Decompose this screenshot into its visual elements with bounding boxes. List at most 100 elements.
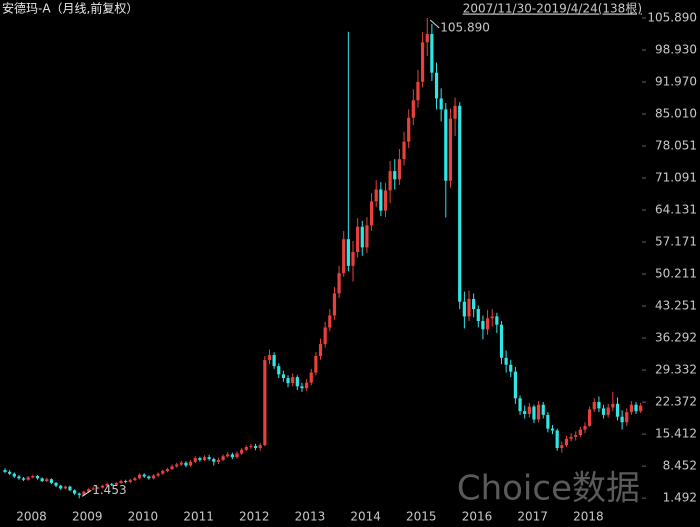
candle-body — [550, 428, 555, 431]
candle-body — [309, 372, 313, 383]
candle-body — [402, 141, 406, 160]
candle-body — [110, 483, 114, 485]
y-tick-label: 50.211 — [655, 267, 697, 281]
candle-body — [499, 324, 504, 358]
candle-body — [523, 411, 527, 414]
candle-body — [485, 318, 490, 330]
candle-body — [541, 404, 545, 415]
candle-body — [407, 117, 411, 142]
candle-body — [625, 412, 629, 423]
candle-body — [295, 377, 299, 387]
candle-body — [230, 454, 234, 458]
candle-body — [393, 171, 397, 180]
candle-body — [546, 414, 550, 429]
candle-body — [569, 436, 573, 439]
candle-body — [434, 72, 439, 99]
candle-body — [189, 461, 193, 466]
candle-body — [444, 109, 448, 181]
candle-body — [216, 459, 221, 462]
candle-body — [68, 486, 72, 491]
candle-body — [207, 457, 211, 460]
candle-body — [263, 360, 267, 446]
annotation-arrow — [429, 19, 440, 29]
candle-body — [458, 105, 462, 302]
candle-body — [40, 478, 44, 482]
candle-body — [45, 479, 49, 482]
x-tick-label: 2014 — [350, 510, 381, 524]
y-tick-label: 29.332 — [655, 363, 697, 377]
candle-body — [495, 316, 499, 325]
candle-body — [249, 446, 253, 448]
y-tick-label: 98.930 — [655, 42, 697, 56]
candle-body — [258, 445, 262, 448]
candle-body — [615, 403, 620, 417]
candle-body — [574, 435, 578, 437]
candle-body — [151, 475, 156, 479]
candle-body — [588, 409, 592, 426]
candle-body — [513, 371, 517, 399]
candle-body — [527, 406, 531, 414]
candle-body — [17, 476, 21, 479]
x-tick-label: 2009 — [72, 510, 103, 524]
candle-body — [277, 366, 281, 375]
candle-body — [212, 459, 216, 462]
candle-body — [91, 488, 95, 490]
candle-body — [165, 469, 169, 471]
candle-body — [291, 377, 295, 384]
candle-body — [337, 273, 341, 294]
candle-body — [8, 471, 12, 474]
candle-body — [305, 382, 309, 389]
candle-body — [128, 480, 132, 483]
candle-body — [156, 473, 160, 476]
candle-body — [606, 407, 610, 415]
candle-body — [179, 462, 183, 465]
candle-body — [611, 403, 615, 408]
candle-body — [86, 489, 91, 492]
candle-body — [620, 416, 624, 423]
candle-body — [356, 226, 360, 253]
candle-body — [198, 458, 202, 460]
candle-body — [235, 453, 239, 458]
max-annotation: 105.890 — [440, 20, 490, 34]
candle-body — [133, 478, 137, 481]
candle-body — [351, 252, 355, 266]
y-tick-label: 71.091 — [655, 171, 697, 185]
candle-body — [31, 476, 35, 478]
candle-body — [170, 466, 174, 470]
candle-body — [59, 485, 63, 489]
candle-body — [555, 430, 559, 448]
candle-body — [147, 476, 151, 479]
x-tick-label: 2018 — [573, 510, 604, 524]
x-tick-label: 2016 — [462, 510, 493, 524]
candle-body — [342, 239, 346, 274]
candle-body — [323, 327, 327, 345]
candle-body — [253, 446, 258, 448]
candle-body — [3, 470, 7, 472]
candle-body — [12, 473, 16, 477]
candle-body — [639, 405, 643, 412]
annotation-arrow — [81, 489, 92, 497]
candle-body — [476, 309, 480, 322]
candle-body — [244, 447, 248, 450]
min-annotation: 1.453 — [92, 483, 126, 497]
candle-body — [490, 316, 494, 319]
candle-body — [77, 493, 81, 495]
candle-body — [532, 406, 536, 420]
candle-body — [518, 398, 522, 412]
candle-body — [267, 355, 272, 361]
x-tick-label: 2012 — [239, 510, 270, 524]
candle-body — [318, 344, 323, 356]
candle-body — [175, 464, 179, 467]
candle-body — [161, 470, 165, 474]
candle-body — [96, 487, 100, 489]
candle-body — [481, 321, 485, 330]
candle-body — [439, 98, 443, 110]
y-tick-label: 36.292 — [655, 331, 697, 345]
candle-body — [202, 457, 207, 460]
x-tick-label: 2011 — [183, 510, 214, 524]
candle-body — [592, 401, 596, 410]
candle-body — [416, 81, 420, 101]
watermark: Choice数据 — [457, 469, 640, 509]
x-tick-label: 2017 — [517, 510, 548, 524]
y-tick-label: 78.051 — [655, 139, 697, 153]
